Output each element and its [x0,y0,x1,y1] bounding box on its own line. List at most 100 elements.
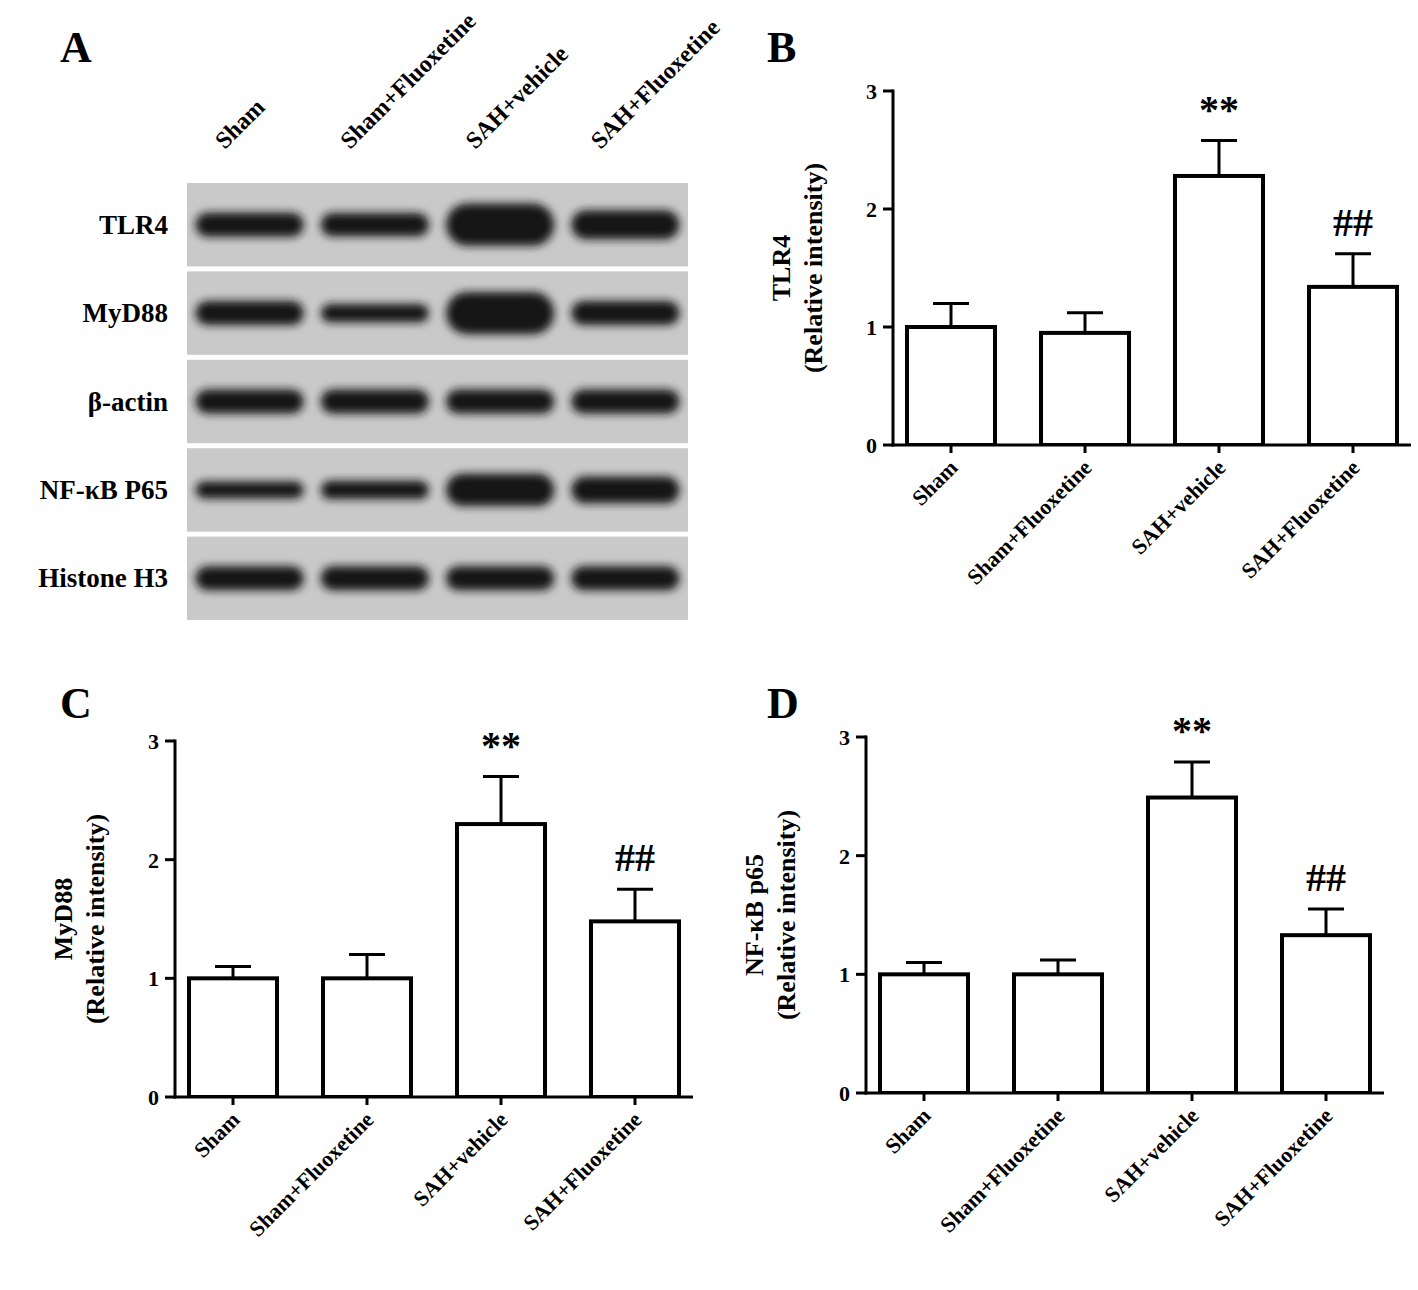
figure: AShamSham+FluoxetineSAH+vehicleSAH+Fluox… [0,0,1418,1290]
y-tick [856,1092,866,1095]
y-tick-label: 0 [839,1081,850,1106]
x-tick-label: SAH+Fluoxetine [1209,1103,1338,1232]
error-bar [500,777,503,824]
error-bar [950,303,953,327]
panel-label: D [767,679,799,728]
x-tick [500,1097,503,1105]
error-bar [1191,762,1194,798]
y-label: TLR4 [767,235,796,301]
bar [1309,287,1397,445]
significance: ## [615,835,655,880]
y-tick [165,858,175,861]
plot-area [880,762,1370,1093]
error-cap [906,961,942,964]
x-tick [232,1097,235,1105]
y-tick-label: 3 [839,725,850,750]
x-tick [1191,1093,1194,1101]
x-tick [1352,445,1355,453]
x-tick-label: SAH+vehicle [1126,455,1230,559]
band-group [196,204,680,246]
band-group [196,474,680,506]
y-axis [174,740,177,1099]
bar [591,921,679,1097]
x-tick-label: SAH+vehicle [408,1107,512,1211]
blot-strip [187,448,688,531]
y-tick [883,208,893,211]
band [321,481,429,499]
x-tick-label: Sham+Fluoxetine [962,455,1097,590]
band [571,301,679,325]
y-tick-label: 2 [866,197,877,222]
error-cap [1174,760,1210,763]
blot-strip [187,537,688,620]
lane-label: SAH+vehicle [460,40,573,153]
x-tick [950,445,953,453]
bar [880,974,968,1093]
y-axis [865,736,868,1095]
y-tick-label: 1 [148,966,159,991]
band [571,477,679,504]
x-tick [366,1097,369,1105]
x-tick-label: Sham+Fluoxetine [244,1107,379,1242]
error-bar [1352,254,1355,287]
x-tick-label: Sham [907,455,963,511]
y-tick [883,326,893,329]
blot-strip [187,360,688,443]
lane-label: Sham+Fluoxetine [335,7,481,153]
error-bar [1218,141,1221,176]
x-axis [174,1096,694,1099]
bar [1041,333,1129,445]
y-label: NF-κB p65 [740,854,769,976]
error-cap [1201,139,1237,142]
panel-label: A [60,23,92,72]
y-tick-label: 0 [866,433,877,458]
x-tick-label: Sham [189,1107,245,1163]
error-bar [634,889,637,921]
band [571,566,679,590]
error-cap [349,953,385,956]
y-tick [856,854,866,857]
band [446,204,554,246]
lane-label: SAH+Fluoxetine [586,14,726,154]
x-tick-label: Sham [880,1103,936,1159]
row-label: NF-κB P65 [40,475,168,505]
y-tick-label: 3 [148,729,159,754]
bar [907,327,995,445]
error-cap [483,775,519,778]
band-group [196,390,680,414]
band [446,474,554,506]
band [571,210,679,239]
band [196,566,304,590]
significance: ** [1199,87,1239,132]
y-tick [165,977,175,980]
x-tick-label: Sham+Fluoxetine [935,1103,1070,1238]
y-tick-label: 1 [839,962,850,987]
error-cap [617,888,653,891]
significance: ** [1172,708,1212,753]
bar [323,978,411,1097]
y-label: (Relative intensity) [799,163,828,373]
band-group [196,566,680,590]
y-tick-label: 2 [148,848,159,873]
y-tick [165,1096,175,1099]
row-label: TLR4 [99,210,168,240]
band [571,390,679,414]
band [321,390,429,414]
bar [189,978,277,1097]
blot-strip [187,183,688,266]
y-tick-label: 1 [866,315,877,340]
y-label: (Relative intensity) [81,814,110,1024]
error-bar [1057,960,1060,974]
y-tick-label: 2 [839,844,850,869]
error-cap [933,302,969,305]
error-bar [366,955,369,979]
x-tick-label: SAH+vehicle [1099,1103,1203,1207]
lane-label: Sham [210,94,270,154]
band [321,566,429,590]
significance: ## [1306,855,1346,900]
x-axis [892,444,1412,447]
error-cap [1067,311,1103,314]
bar [1014,974,1102,1093]
y-label: MyD88 [49,878,78,960]
bar [1282,935,1370,1093]
